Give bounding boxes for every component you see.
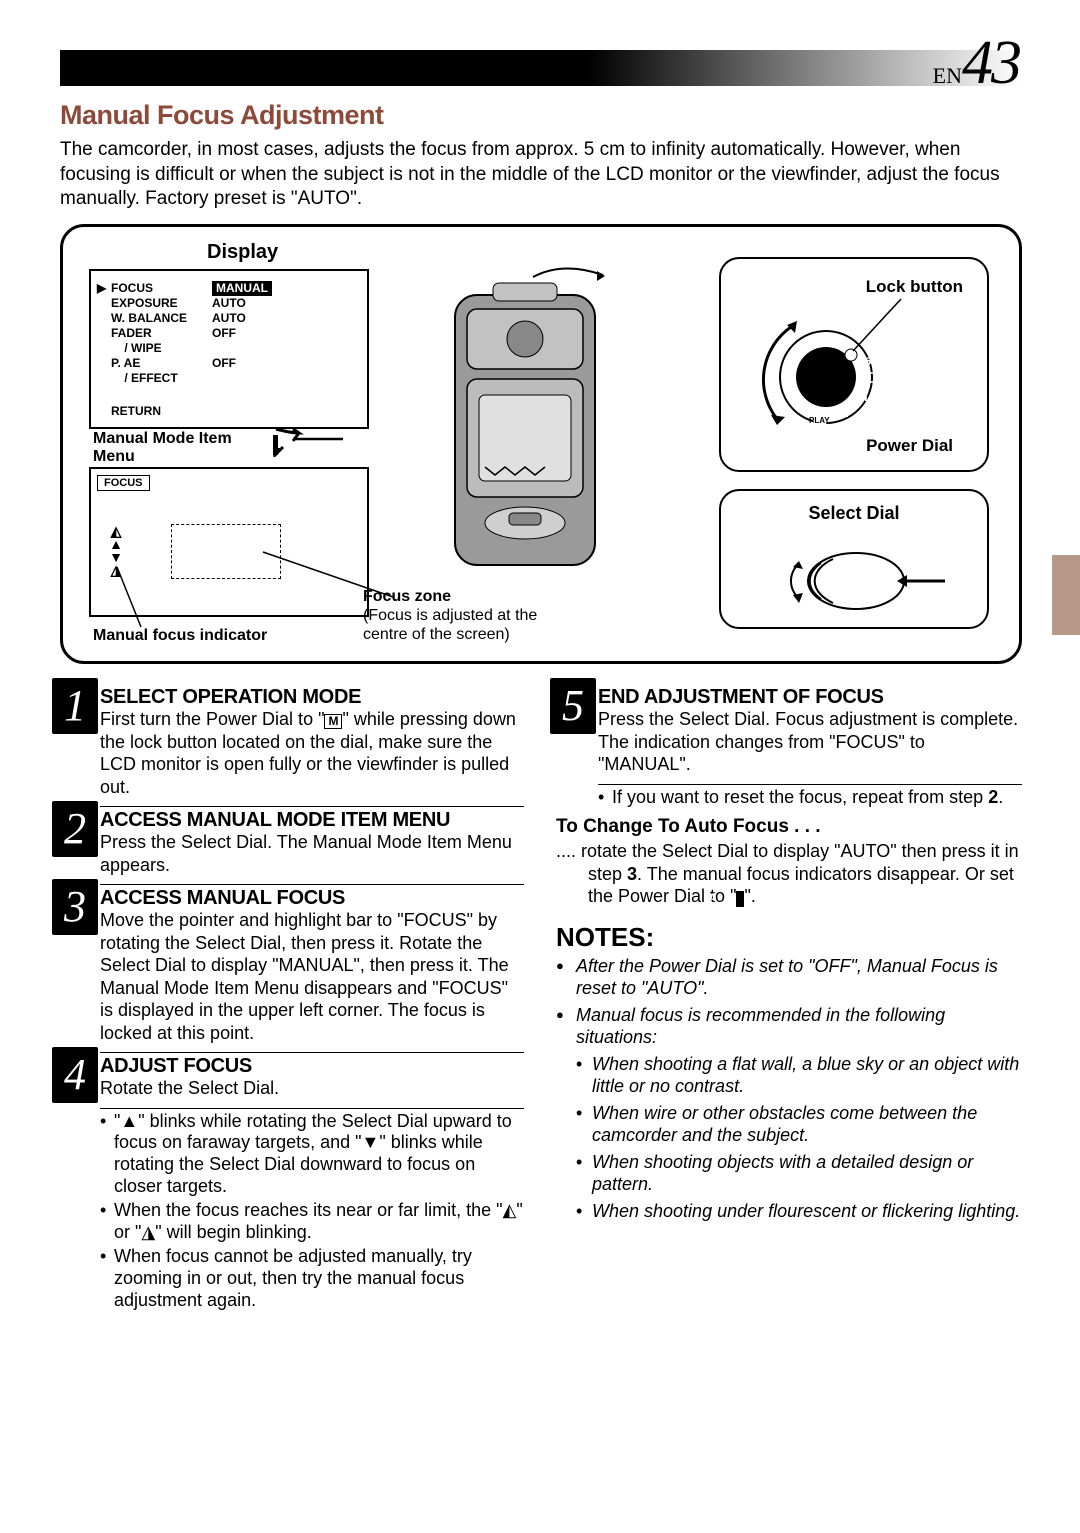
step-number: 4 [52, 1047, 98, 1103]
step: 5END ADJUSTMENT OF FOCUSPress the Select… [556, 686, 1022, 776]
menu-row: ▶FOCUSMANUAL [97, 281, 361, 296]
select-dial-illustration [721, 491, 991, 631]
section-tab [1052, 555, 1080, 635]
focus-zone-rect [171, 524, 281, 579]
arrow-down-icon [273, 427, 307, 464]
step-bullets: "▲" blinks while rotating the Select Dia… [100, 1111, 524, 1313]
focus-screen-label: FOCUS [97, 475, 150, 491]
menu-screen: ▶FOCUSMANUALEXPOSUREAUTOW. BALANCEAUTOFA… [89, 269, 369, 429]
step-bullets: If you want to reset the focus, repeat f… [598, 787, 1022, 809]
step-title: END ADJUSTMENT OF FOCUS [598, 686, 1022, 708]
step-divider [100, 806, 524, 807]
step-number: 1 [52, 678, 98, 734]
item-menu-label: Manual Mode ItemMenu [93, 430, 232, 467]
step-title: ACCESS MANUAL FOCUS [100, 887, 524, 909]
section-title: Manual Focus Adjustment [60, 100, 384, 131]
step-title: SELECT OPERATION MODE [100, 686, 524, 708]
power-dial-panel: Lock button 5S M A PLAY Power Dial [719, 257, 989, 472]
camcorder-illustration [433, 267, 623, 587]
svg-text:PLAY: PLAY [809, 416, 830, 425]
notes-heading: NOTES: [556, 922, 1022, 953]
focus-screen: FOCUS ◭▲▼◮ [89, 467, 369, 617]
svg-text:5S: 5S [865, 356, 878, 368]
intro-paragraph: The camcorder, in most cases, adjusts th… [60, 138, 1020, 212]
notes-list: After the Power Dial is set to "OFF", Ma… [556, 955, 1022, 1049]
menu-row: EXPOSUREAUTO [97, 296, 361, 311]
change-auto-heading: To Change To Auto Focus . . . [556, 816, 1022, 838]
diagram-box: Display ▶FOCUSMANUALEXPOSUREAUTOW. BALAN… [60, 224, 1022, 664]
step-body: Press the Select Dial. The Manual Mode I… [100, 831, 524, 876]
step-title: ACCESS MANUAL MODE ITEM MENU [100, 809, 524, 831]
step-divider [100, 1052, 524, 1053]
step-divider [100, 884, 524, 885]
step-divider [598, 784, 1022, 785]
step: 4ADJUST FOCUSRotate the Select Dial. [58, 1055, 524, 1100]
return-label: RETURN [97, 404, 361, 418]
step-title: ADJUST FOCUS [100, 1055, 524, 1077]
step-body: Press the Select Dial. Focus adjustment … [598, 708, 1022, 776]
focus-indicator-stack: ◭▲▼◮ [107, 524, 125, 576]
power-dial-label: Power Dial [866, 436, 953, 456]
focus-zone-label: Focus zone (Focus is adjusted at thecent… [363, 587, 537, 645]
step: 2ACCESS MANUAL MODE ITEM MENUPress the S… [58, 809, 524, 876]
header-gradient-bar [60, 50, 1020, 86]
select-dial-panel: Select Dial [719, 489, 989, 629]
step-number: 3 [52, 879, 98, 935]
menu-row: P. AE / EFFECTOFF [97, 356, 361, 386]
step-body: First turn the Power Dial to "M" while p… [100, 708, 524, 798]
step-body: Move the pointer and highlight bar to "F… [100, 909, 524, 1044]
left-column: 1SELECT OPERATION MODEFirst turn the Pow… [58, 686, 524, 1314]
menu-row: W. BALANCEAUTO [97, 311, 361, 326]
svg-text:M: M [856, 388, 868, 404]
step-number: 5 [550, 678, 596, 734]
change-auto-body: .... rotate the Select Dial to display "… [556, 840, 1022, 908]
step-divider [100, 1108, 524, 1109]
step-body: Rotate the Select Dial. [100, 1077, 524, 1100]
instructions-columns: 1SELECT OPERATION MODEFirst turn the Pow… [58, 686, 1022, 1314]
step-number: 2 [52, 801, 98, 857]
step: 1SELECT OPERATION MODEFirst turn the Pow… [58, 686, 524, 798]
notes-sublist: When shooting a flat wall, a blue sky or… [576, 1053, 1022, 1223]
manual-focus-indicator-label: Manual focus indicator [93, 627, 267, 645]
step: 3ACCESS MANUAL FOCUSMove the pointer and… [58, 887, 524, 1044]
menu-row: FADER / WIPEOFF [97, 326, 361, 356]
right-column: 5END ADJUSTMENT OF FOCUSPress the Select… [556, 686, 1022, 1314]
page-number: EN43 [933, 28, 1020, 99]
svg-text:A: A [839, 405, 849, 420]
